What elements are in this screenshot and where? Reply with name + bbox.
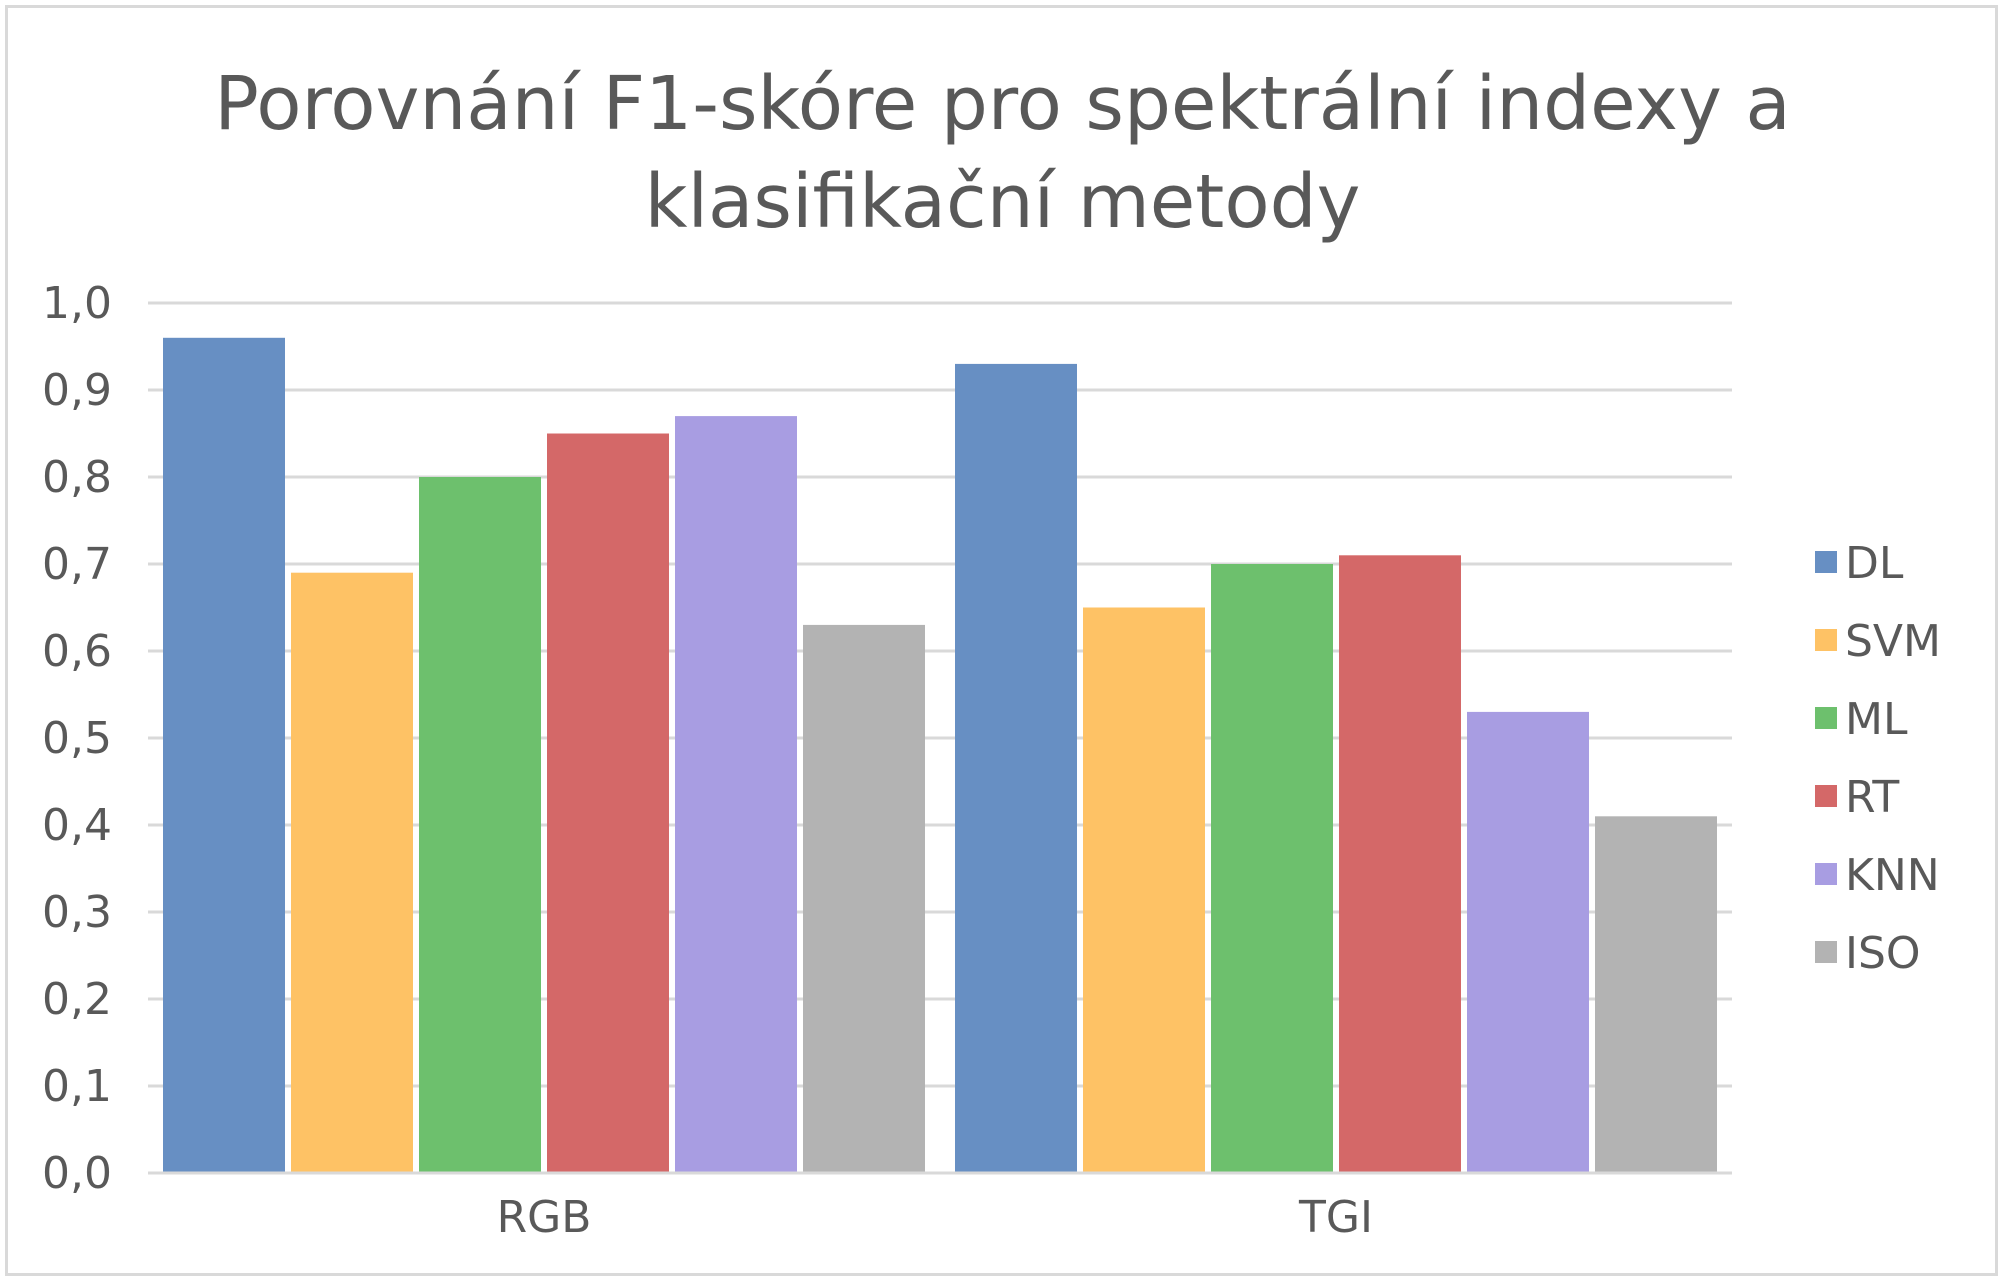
bar-svm-rgb: [291, 572, 413, 1173]
legend-swatch-knn: [1815, 863, 1837, 885]
legend-label-dl: DL: [1845, 538, 1904, 589]
bar-iso-rgb: [803, 624, 925, 1173]
bar-svm-tgi: [1083, 607, 1205, 1173]
bar-knn-rgb: [675, 416, 797, 1174]
legend-swatch-ml: [1815, 707, 1837, 729]
legend-label-iso: ISO: [1845, 928, 1921, 979]
legend-label-ml: ML: [1845, 694, 1908, 745]
bars: [163, 337, 1717, 1174]
axes: 0,0 0,1 0,2 0,3 0,4 0,5 0,6 0,7 0,8 0,9 1,0 RGB TGI: [42, 278, 1732, 1243]
y-tick-label: 0,0: [42, 1148, 112, 1199]
y-tick-label: 0,8: [42, 452, 112, 503]
x-category-label: RGB: [497, 1192, 592, 1243]
bar-ml-tgi: [1211, 564, 1333, 1173]
y-tick-label: 0,7: [42, 539, 112, 590]
y-tick-label: 0,9: [42, 365, 112, 416]
legend-label-svm: SVM: [1845, 616, 1941, 667]
legend-label-knn: KNN: [1845, 850, 1940, 901]
y-tick-label: 0,2: [42, 974, 112, 1025]
y-tick-label: 0,5: [42, 713, 112, 764]
x-category-label: TGI: [1298, 1192, 1373, 1243]
bar-dl-tgi: [955, 363, 1077, 1173]
legend-swatch-rt: [1815, 785, 1837, 807]
y-tick-label: 0,3: [42, 887, 112, 938]
y-tick-label: 0,1: [42, 1061, 112, 1112]
bar-rt-tgi: [1339, 555, 1461, 1173]
bar-iso-tgi: [1595, 816, 1717, 1173]
legend-swatch-dl: [1815, 551, 1837, 573]
bar-dl-rgb: [163, 337, 285, 1173]
legend: DL SVM ML RT KNN ISO: [1815, 538, 1941, 979]
legend-swatch-iso: [1815, 941, 1837, 963]
y-tick-label: 0,6: [42, 626, 112, 677]
y-tick-label: 1,0: [42, 278, 112, 329]
legend-label-rt: RT: [1845, 772, 1899, 823]
chart-title: Porovnání F1-skóre pro spektrální indexy…: [214, 61, 1791, 245]
legend-swatch-svm: [1815, 629, 1837, 651]
bar-ml-rgb: [419, 477, 541, 1173]
bar-rt-rgb: [547, 433, 669, 1173]
bar-knn-tgi: [1467, 711, 1589, 1173]
y-tick-label: 0,4: [42, 800, 112, 851]
